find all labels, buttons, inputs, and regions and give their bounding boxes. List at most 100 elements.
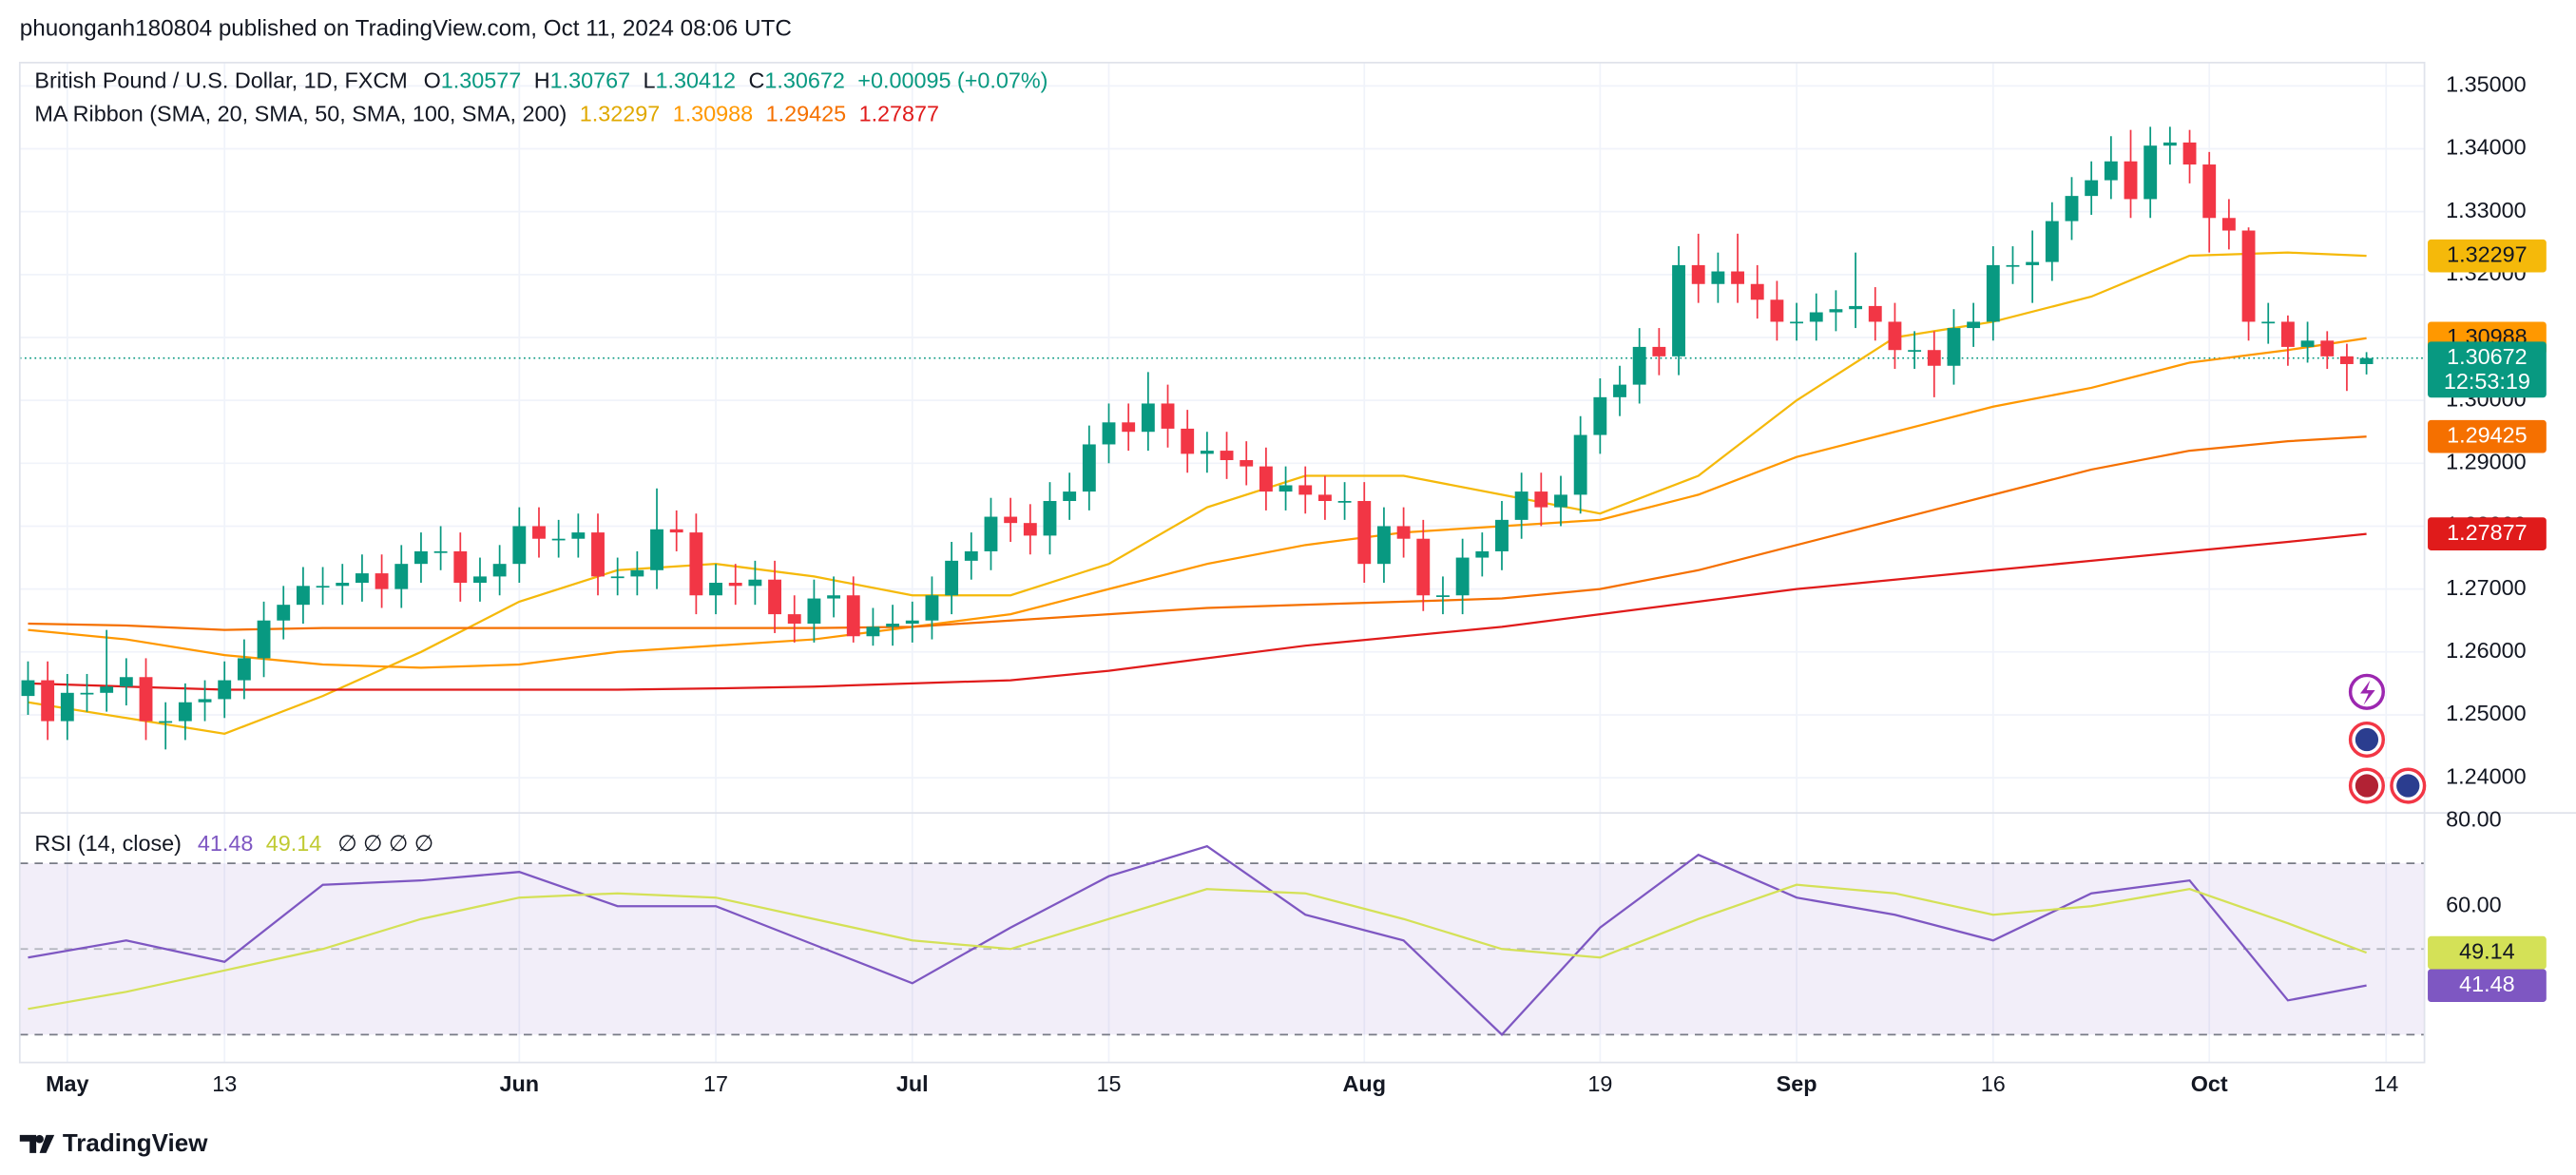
brand-logo (19, 1134, 55, 1153)
ma-line (28, 532, 2367, 691)
candle-body (296, 586, 310, 606)
candle-body (1652, 346, 1666, 356)
candle-body (1829, 309, 1843, 313)
candle-body (2143, 145, 2158, 200)
candle-body (1593, 396, 1607, 435)
candle-body (2241, 230, 2256, 322)
candle-body (1141, 403, 1155, 433)
candle-body (2320, 340, 2335, 356)
rsi-tick-label: 80.00 (2446, 806, 2502, 831)
candle-body (218, 680, 232, 700)
c-label: C (748, 68, 764, 93)
candle-body (237, 658, 251, 681)
candle-body (1220, 451, 1234, 461)
candle-body (1023, 523, 1037, 536)
candle-body (355, 573, 369, 584)
candle-body (159, 721, 173, 723)
candle-body (119, 677, 133, 687)
symbol-title: British Pound / U.S. Dollar, 1D, FXCM (34, 68, 407, 93)
price-legend: British Pound / U.S. Dollar, 1D, FXCM O1… (34, 68, 1048, 93)
candle-body (1317, 494, 1332, 502)
candle-body (1691, 264, 1705, 284)
x-tick-label: 14 (2374, 1071, 2398, 1096)
candle-body (2300, 340, 2315, 347)
candle-body (2261, 321, 2276, 324)
candle-body (807, 598, 821, 625)
lightning-icon (2360, 680, 2375, 705)
rsi-line (28, 883, 2367, 1011)
candle-body (316, 586, 330, 588)
candle-body (1927, 350, 1941, 366)
h-label: H (534, 68, 550, 93)
candle-body (2045, 221, 2059, 262)
close-value: 1.30672 (764, 68, 845, 93)
x-tick-label: Jul (896, 1071, 929, 1096)
candle-body (1750, 283, 1764, 300)
candle-body (1495, 519, 1509, 551)
candle-body (2280, 321, 2295, 347)
candle-body (1240, 460, 1254, 467)
candle-body (433, 550, 448, 553)
candle-body (925, 595, 939, 621)
candle-body (1711, 271, 1725, 284)
price-badge-label: 1.27877 (2447, 520, 2528, 545)
candle-body (2104, 161, 2118, 181)
candle-body (1514, 491, 1528, 520)
brand-name: TradingView (63, 1128, 208, 1157)
high-value: 1.30767 (550, 68, 631, 93)
candle-body (610, 576, 625, 579)
candle-body (532, 526, 546, 539)
candle-body (1357, 501, 1372, 565)
price-badge-label: 1.30672 (2447, 344, 2528, 369)
price-badge (2428, 969, 2547, 1002)
candle-body (1043, 501, 1057, 536)
price-badge-label: 1.29425 (2447, 422, 2528, 447)
marks-layer (21, 126, 2374, 1036)
candle-body (1986, 264, 2000, 322)
ma-line (28, 337, 2367, 669)
candle-body (1534, 491, 1548, 508)
candle-body (2065, 196, 2079, 222)
y-tick-label: 1.26000 (2446, 638, 2527, 663)
candle-body (1475, 550, 1490, 558)
ma-value: 1.32297 (580, 101, 661, 125)
candle-body (2221, 218, 2236, 231)
y-tick-label: 1.25000 (2446, 701, 2527, 725)
flag-icon (2396, 774, 2420, 798)
x-tick-label: 13 (212, 1071, 237, 1096)
candle-body (1554, 494, 1567, 508)
candle-body (1790, 321, 1804, 324)
rsi-title: RSI (14, close) (34, 831, 182, 856)
candle-body (1947, 328, 1961, 366)
rsi-value: 41.48 (198, 831, 253, 856)
overlay-layer: May 13 Jun 17 Jul 15 Aug 19 Sep 16 Oct 14 1.35000 1.3… (46, 72, 2547, 1096)
y-tick-label: 1.35000 (2446, 72, 2527, 97)
ma-value: 1.29425 (766, 101, 846, 125)
ma-value: 1.27877 (859, 101, 940, 125)
candle-body (257, 620, 271, 659)
candle-body (768, 579, 781, 615)
candle-body (1004, 516, 1018, 524)
grid-layer (19, 62, 2425, 1063)
flag-icon (2355, 774, 2379, 798)
candle-body (1181, 428, 1195, 454)
ma-title: MA Ribbon (SMA, 20, SMA, 50, SMA, 100, S… (34, 101, 567, 125)
candle-body (1416, 538, 1431, 596)
x-tick-label: May (46, 1071, 88, 1096)
candle-body (277, 605, 291, 621)
candle-body (2182, 142, 2197, 165)
candle-body (100, 686, 114, 693)
open-value: 1.30577 (441, 68, 521, 93)
price-badge (2428, 341, 2547, 398)
candle-body (728, 583, 742, 587)
candle-body (492, 564, 507, 577)
candle-body (591, 532, 605, 577)
candle-body (139, 677, 153, 722)
price-badge (2428, 935, 2547, 970)
candle-body (1770, 299, 1784, 322)
price-badge (2428, 239, 2547, 273)
y-tick-label: 1.24000 (2446, 763, 2527, 788)
candle-body (1377, 526, 1391, 565)
candle-body (551, 538, 566, 541)
candle-body (905, 620, 919, 625)
